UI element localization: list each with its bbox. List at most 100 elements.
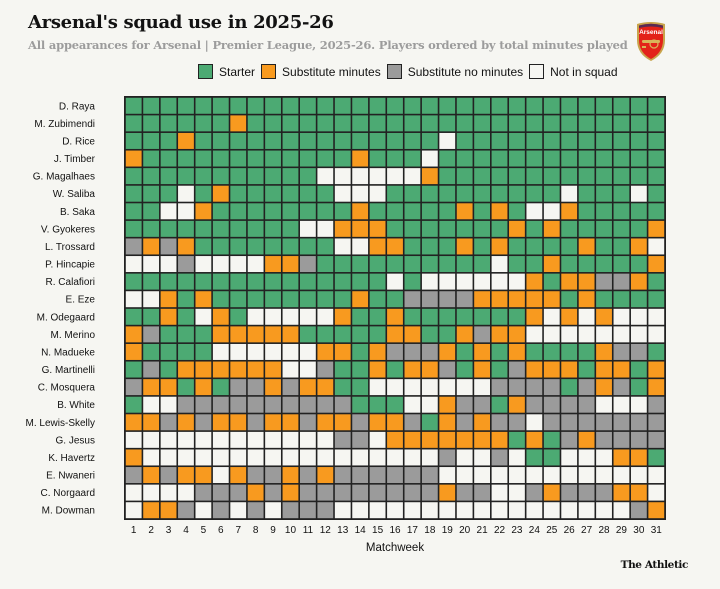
cell-starter [578,203,595,220]
cell-substitute-minutes [387,238,403,255]
cell-substitute-no-minutes [265,484,281,501]
cell-not-in-squad [491,273,508,290]
cell-starter [630,361,647,378]
cell-starter [648,343,665,360]
cell-not-in-squad [578,467,595,484]
cell-starter [282,150,299,167]
cell-starter [143,97,160,114]
cell-not-in-squad [265,343,281,360]
cell-substitute-no-minutes [526,484,543,501]
cell-substitute-minutes [543,220,560,237]
cell-starter [578,168,595,185]
cell-substitute-minutes [613,449,630,466]
cell-starter [404,97,421,114]
cell-starter [334,203,351,220]
cell-substitute-minutes [474,414,491,431]
cell-starter [578,132,595,149]
cell-not-in-squad [648,484,665,501]
cell-starter [543,273,560,290]
cell-substitute-minutes [125,414,142,431]
cell-not-in-squad [334,449,351,466]
cell-not-in-squad [456,379,473,396]
cell-starter [334,379,351,396]
cell-not-in-squad [630,308,647,325]
cell-not-in-squad [212,343,229,360]
cell-substitute-minutes [596,308,612,325]
cell-substitute-minutes [265,379,281,396]
cell-not-in-squad [369,185,386,202]
cell-substitute-minutes [630,273,647,290]
cell-starter [334,97,351,114]
player-label: B. White [57,400,95,411]
cell-starter [387,220,403,237]
cell-substitute-minutes [439,396,456,413]
cell-starter [369,273,386,290]
cell-starter [143,308,160,325]
cell-substitute-minutes [561,203,578,220]
cell-starter [439,308,456,325]
cell-not-in-squad [578,449,595,466]
cell-starter [247,97,264,114]
cell-starter [143,185,160,202]
cell-substitute-minutes [561,308,578,325]
cell-starter [613,185,630,202]
cell-starter [317,150,334,167]
cell-substitute-minutes [421,361,438,378]
cell-starter [630,150,647,167]
cell-starter [613,168,630,185]
cell-starter [596,203,612,220]
cell-substitute-minutes [212,361,229,378]
cell-starter [648,97,665,114]
matchweek-tick: 13 [337,525,349,536]
cell-not-in-squad [317,220,334,237]
cell-not-in-squad [352,502,369,519]
cell-starter [613,203,630,220]
cell-starter [491,396,508,413]
cell-substitute-no-minutes [247,502,264,519]
cell-not-in-squad [596,396,612,413]
cell-starter [404,256,421,273]
cell-starter [299,291,316,308]
cell-starter [352,132,369,149]
player-label: E. Eze [66,295,96,306]
player-labels: D. Raya M. Zubimendi D. Rice J. Timber G. Ma… [26,101,96,516]
cell-starter [613,291,630,308]
cell-not-in-squad [526,326,543,343]
cell-starter [439,97,456,114]
cell-starter [352,308,369,325]
cell-starter [474,150,491,167]
cell-substitute-minutes [474,361,491,378]
cell-starter [456,168,473,185]
cell-starter [526,256,543,273]
cell-starter [247,150,264,167]
cell-substitute-no-minutes [630,431,647,448]
cell-substitute-minutes [526,361,543,378]
cell-substitute-no-minutes [352,484,369,501]
cell-not-in-squad [474,273,491,290]
cell-not-in-squad [125,291,142,308]
cell-starter [125,361,142,378]
cell-not-in-squad [212,449,229,466]
cell-substitute-minutes [578,431,595,448]
cell-starter [543,431,560,448]
the-athletic-logo: The Athletic [620,559,689,571]
cell-substitute-minutes [439,431,456,448]
cell-not-in-squad [613,502,630,519]
cell-starter [526,185,543,202]
cell-starter [352,361,369,378]
cell-starter [212,168,229,185]
cell-not-in-squad [578,326,595,343]
cell-starter [596,256,612,273]
cell-substitute-no-minutes [596,414,612,431]
cell-starter [160,115,177,132]
cell-substitute-no-minutes [178,502,194,519]
cell-starter [613,150,630,167]
cell-substitute-no-minutes [648,431,665,448]
cell-starter [230,308,247,325]
cell-starter [265,238,281,255]
cell-starter [509,97,525,114]
cell-substitute-minutes [421,168,438,185]
cell-starter [561,291,578,308]
cell-substitute-no-minutes [491,414,508,431]
cell-not-in-squad [648,467,665,484]
